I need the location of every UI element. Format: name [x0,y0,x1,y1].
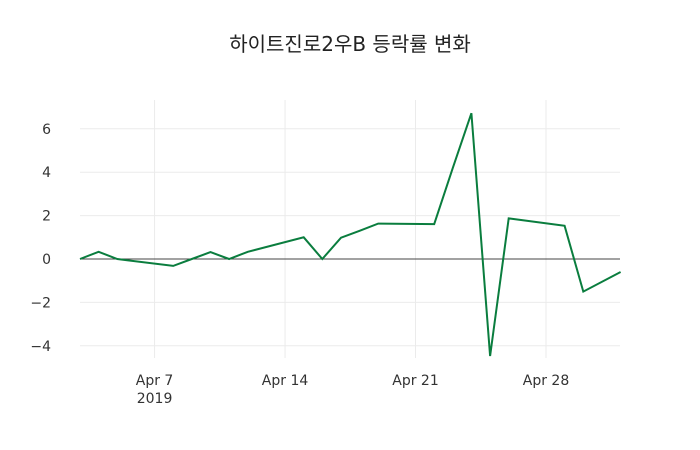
x-tick-label: Apr 14 [262,373,309,389]
y-tick-label: −2 [30,295,51,311]
x-tick-label: Apr 21 [392,373,438,389]
y-tick-label: 4 [42,165,51,181]
series-line [79,112,622,357]
x-axis: Apr 7 2019 Apr 14 Apr 21 Apr 28 [136,373,569,407]
y-axis: 6 4 2 0 −2 −4 [30,122,51,355]
y-tick-label: 2 [42,209,51,225]
chart-title: 하이트진로2우B 등락률 변화 [229,32,471,56]
y-tick-label: 0 [42,252,51,268]
x-tick-label: Apr 7 [136,373,174,389]
x-tick-label: Apr 28 [523,373,569,389]
y-tick-label: 6 [42,122,51,138]
y-tick-label: −4 [30,339,51,355]
x-tick-year-label: 2019 [137,391,173,407]
gridlines [80,100,620,358]
